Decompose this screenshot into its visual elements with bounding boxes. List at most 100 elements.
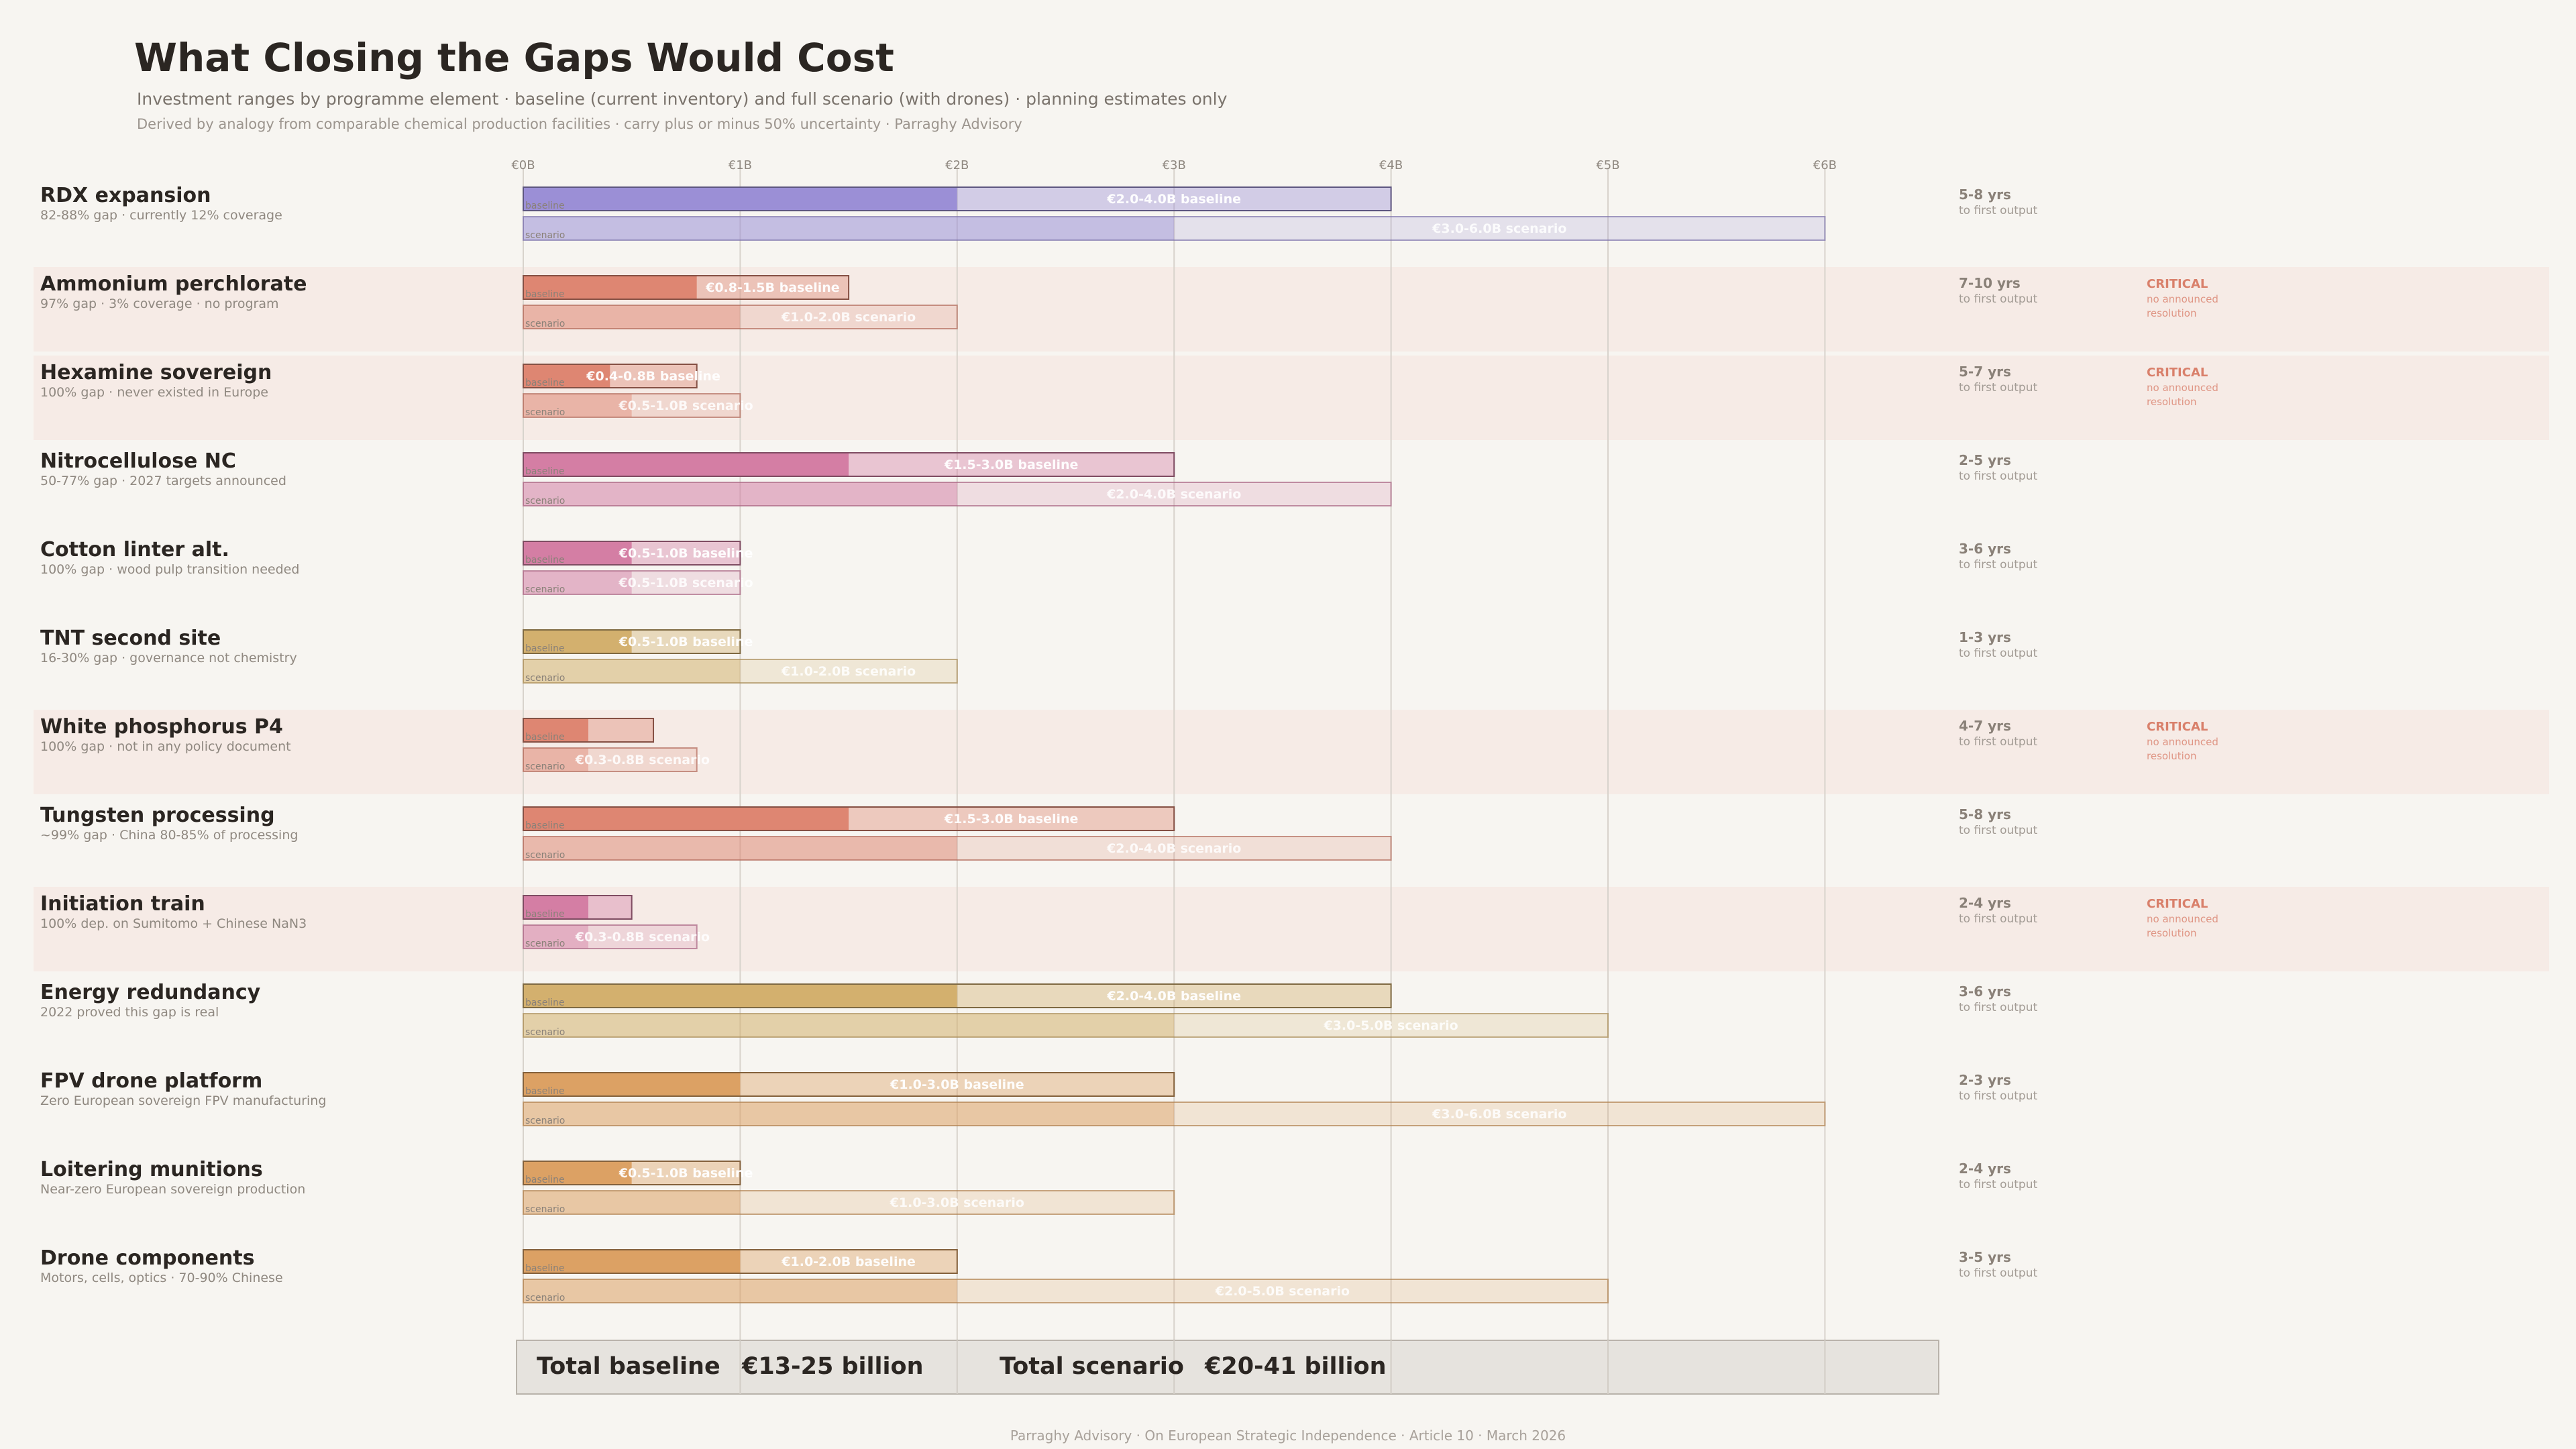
baseline-bar-range-segment (740, 1073, 1175, 1096)
baseline-bar-tag: baseline (525, 466, 565, 477)
scenario-bar-tag: scenario (525, 938, 565, 949)
row-name: Drone components (40, 1246, 254, 1270)
baseline-bar-outline (523, 1249, 958, 1274)
critical-row-band (34, 710, 2549, 794)
scenario-bar-value-label: €3.0-5.0B scenario (1323, 1018, 1458, 1033)
baseline-bar-tag: baseline (525, 289, 565, 300)
row-detail: Near-zero European sovereign production (40, 1182, 305, 1197)
scenario-bar-value-label: €2.0-5.0B scenario (1215, 1284, 1350, 1299)
scenario-bar-floor-segment (523, 1102, 1175, 1126)
scenario-bar-outline (523, 1279, 1609, 1303)
baseline-bar-floor-segment (523, 364, 610, 388)
baseline-bar-value-label: €1.0-2.0B baseline (781, 1254, 916, 1269)
scenario-bar-floor-segment (523, 571, 632, 594)
page-source-note: Derived by analogy from comparable chemi… (137, 116, 1022, 132)
baseline-bar-range-segment (588, 896, 632, 919)
baseline-bar-value-label: €1.0-3.0B baseline (890, 1077, 1024, 1092)
timeline-suffix: to first output (1959, 204, 2038, 217)
scenario-bar-value-label: €2.0-4.0B scenario (1106, 841, 1241, 856)
baseline-bar-range-segment (588, 718, 654, 742)
baseline-bar-floor-segment (523, 187, 957, 211)
scenario-bar-outline (523, 1190, 1175, 1215)
baseline-bar-value-label: €0.5-1.0B baseline (619, 546, 753, 561)
baseline-bar-floor-segment (523, 984, 957, 1008)
baseline-bar-floor-segment (523, 1073, 741, 1096)
row-name: Hexamine sovereign (40, 361, 272, 384)
timeline-years: 1-3 yrs (1959, 629, 2011, 645)
row-detail: 16-30% gap · governance not chemistry (40, 651, 297, 665)
row-name: Ammonium perchlorate (40, 272, 307, 296)
scenario-bar-value-label: €0.3-0.8B scenario (575, 753, 710, 767)
total-baseline-label: Total baseline (537, 1353, 720, 1380)
scenario-bar-outline (523, 482, 1392, 506)
row-detail: 100% gap · not in any policy document (40, 739, 291, 754)
critical-note: resolution (2147, 307, 2196, 319)
timeline-years: 3-5 yrs (1959, 1249, 2011, 1265)
critical-note: no announced (2147, 736, 2218, 748)
x-tick-label: €4B (1379, 158, 1403, 172)
baseline-bar-range-segment (631, 630, 741, 653)
scenario-bar-floor-segment (523, 1014, 1175, 1037)
timeline-suffix: to first output (1959, 1001, 2038, 1014)
baseline-bar-tag: baseline (525, 643, 565, 654)
scenario-bar-range-segment (740, 305, 957, 329)
scenario-bar-floor-segment (523, 837, 957, 860)
scenario-bar-value-label: €2.0-4.0B scenario (1106, 487, 1241, 502)
row-name: Nitrocellulose NC (40, 449, 236, 473)
row-name: Loitering munitions (40, 1158, 263, 1181)
baseline-bar-tag: baseline (525, 1086, 565, 1097)
row-name: Energy redundancy (40, 981, 261, 1004)
x-tick-label: €1B (729, 158, 752, 172)
scenario-bar-floor-segment (523, 1191, 741, 1214)
baseline-bar-range-segment (696, 276, 849, 299)
critical-note: no announced (2147, 382, 2218, 394)
baseline-bar-floor-segment (523, 541, 632, 565)
scenario-bar-range-segment (740, 1191, 1175, 1214)
scenario-bar-tag: scenario (525, 1204, 565, 1215)
timeline-suffix: to first output (1959, 824, 2038, 837)
scenario-bar-outline (523, 924, 698, 949)
critical-row-band (34, 887, 2549, 971)
baseline-bar-value-label: €2.0-4.0B baseline (1106, 192, 1241, 207)
row-name: White phosphorus P4 (40, 715, 283, 739)
baseline-bar-range-segment (957, 187, 1391, 211)
scenario-bar-value-label: €3.0-6.0B scenario (1432, 1107, 1566, 1122)
page-title: What Closing the Gaps Would Cost (134, 35, 894, 80)
scenario-bar-outline (523, 659, 958, 684)
baseline-bar-outline (523, 541, 741, 566)
timeline-suffix: to first output (1959, 1089, 2038, 1103)
baseline-bar-tag: baseline (525, 820, 565, 831)
scenario-bar-outline (523, 570, 741, 595)
baseline-bar-outline (523, 806, 1175, 831)
x-tick-label: €5B (1596, 158, 1619, 172)
baseline-bar-tag: baseline (525, 732, 565, 743)
timeline-suffix: to first output (1959, 292, 2038, 306)
timeline-suffix: to first output (1959, 558, 2038, 572)
critical-badge: CRITICAL (2147, 720, 2208, 734)
scenario-bar-tag: scenario (525, 1027, 565, 1038)
baseline-bar-range-segment (631, 541, 741, 565)
scenario-bar-range-segment (957, 1279, 1608, 1303)
timeline-years: 5-7 yrs (1959, 364, 2011, 380)
baseline-bar-value-label: €1.5-3.0B baseline (944, 458, 1079, 472)
critical-badge: CRITICAL (2147, 897, 2208, 911)
baseline-bar-floor-segment (523, 896, 589, 919)
baseline-bar-floor-segment (523, 1161, 632, 1185)
row-detail: Zero European sovereign FPV manufacturin… (40, 1093, 326, 1108)
scenario-bar-range-segment (631, 394, 741, 417)
scenario-bar-tag: scenario (525, 496, 565, 506)
scenario-bar-range-segment (740, 659, 957, 683)
scenario-bar-outline (523, 747, 698, 772)
timeline-years: 2-5 yrs (1959, 452, 2011, 468)
baseline-bar-tag: baseline (525, 998, 565, 1008)
scenario-bar-tag: scenario (525, 1116, 565, 1126)
baseline-bar-value-label: €2.0-4.0B baseline (1106, 989, 1241, 1004)
timeline-suffix: to first output (1959, 1267, 2038, 1280)
baseline-bar-floor-segment (523, 276, 697, 299)
